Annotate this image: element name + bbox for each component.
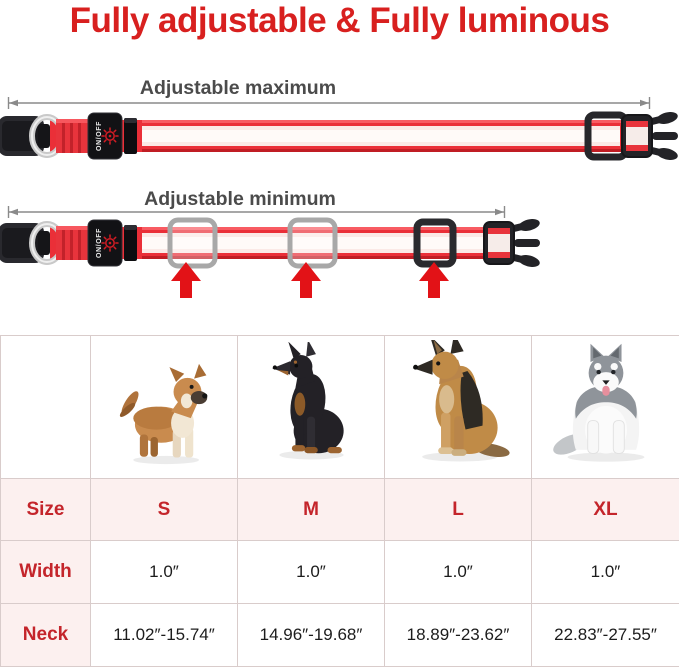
collar-diagram-svg: ON/OFF	[0, 77, 679, 298]
doberman-illustration	[271, 342, 344, 460]
collar-left-assembly	[0, 113, 142, 159]
neck-value-s: 11.02″-15.74″	[90, 603, 238, 667]
neck-row-label: Neck	[0, 603, 91, 667]
measure-line-max: Adjustable maximum	[7, 77, 651, 109]
width-value-m: 1.0″	[237, 540, 385, 604]
small-dog-illustration	[119, 363, 207, 465]
size-value-xl: XL	[531, 478, 679, 541]
clip-buckle-max	[621, 109, 679, 163]
size-row: Size S M L XL	[0, 478, 679, 541]
width-row: Width 1.0″ 1.0″ 1.0″ 1.0″	[0, 540, 679, 604]
width-value-xl: 1.0″	[531, 540, 679, 604]
ghost-slider-2	[287, 217, 338, 269]
collar-left-assembly	[0, 220, 142, 266]
dog-image-german-shepherd	[384, 335, 532, 479]
measure-min-label: Adjustable minimum	[144, 188, 336, 210]
size-value-m: M	[237, 478, 385, 541]
collar-diagram: ON/OFF	[0, 45, 679, 335]
size-chart-table: Size S M L XL Width 1.0″ 1.0″ 1.0″ 1.0″ …	[0, 335, 679, 667]
width-row-label: Width	[0, 540, 91, 604]
dog-image-small	[90, 335, 238, 479]
neck-row: Neck 11.02″-15.74″ 14.96″-19.68″ 18.89″-…	[0, 603, 679, 667]
size-value-l: L	[384, 478, 532, 541]
dog-image-husky	[531, 335, 679, 479]
dog-image-doberman	[237, 335, 385, 479]
size-row-label: Size	[0, 478, 91, 541]
width-value-l: 1.0″	[384, 540, 532, 604]
measure-line-min: Adjustable minimum	[7, 188, 506, 218]
size-value-s: S	[90, 478, 238, 541]
page-title: Fully adjustable & Fully luminous	[69, 1, 610, 40]
neck-value-l: 18.89″-23.62″	[384, 603, 532, 667]
neck-value-xl: 22.83″-27.55″	[531, 603, 679, 667]
collar-minimum	[0, 216, 543, 270]
collar-maximum	[0, 109, 679, 163]
husky-illustration	[552, 343, 644, 462]
german-shepherd-illustration	[412, 340, 510, 462]
dog-image-row	[0, 335, 679, 479]
clip-buckle-min	[483, 216, 543, 270]
ghost-slider-1	[167, 217, 218, 269]
dog-row-empty-cell	[0, 335, 91, 479]
neck-value-m: 14.96″-19.68″	[237, 603, 385, 667]
width-value-s: 1.0″	[90, 540, 238, 604]
measure-max-label: Adjustable maximum	[140, 77, 336, 99]
